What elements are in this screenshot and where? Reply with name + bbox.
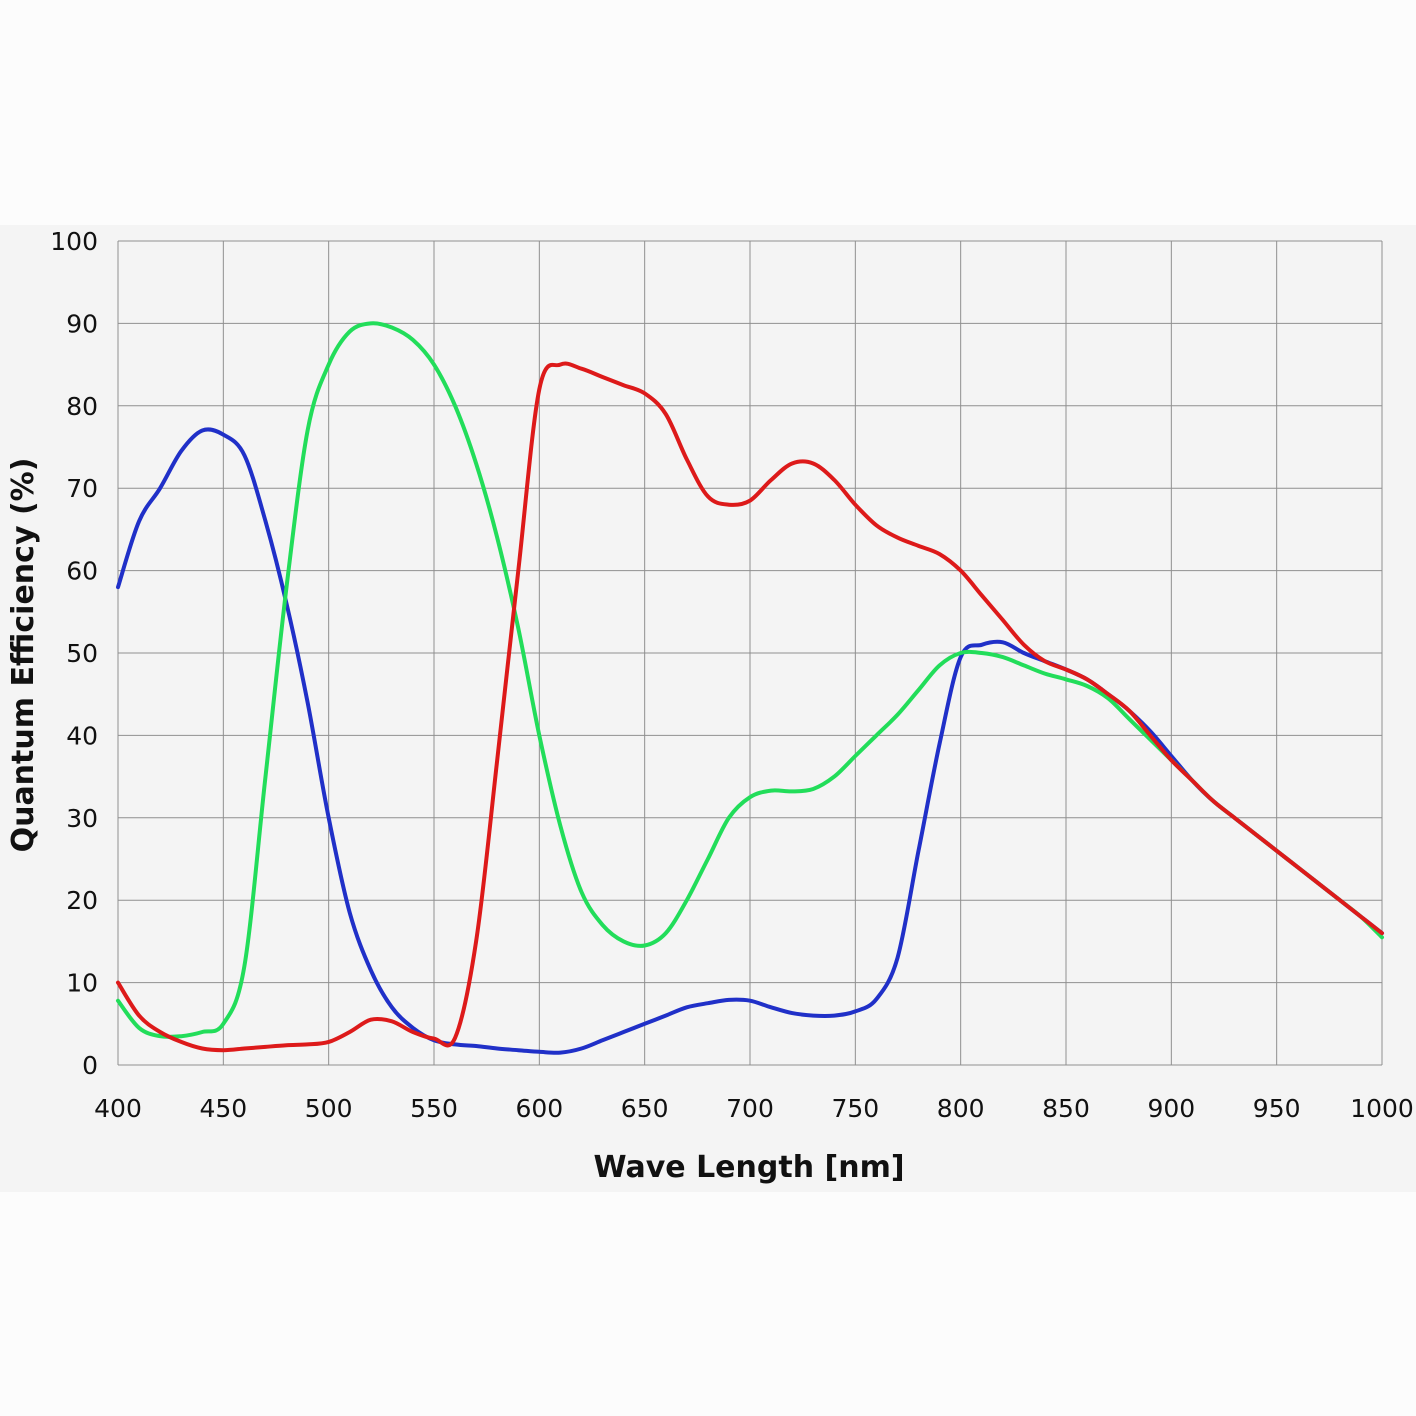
y-tick-label: 60 bbox=[66, 557, 98, 586]
x-tick-label: 600 bbox=[515, 1094, 563, 1123]
y-tick-label: 50 bbox=[66, 639, 98, 668]
x-tick-label: 500 bbox=[305, 1094, 353, 1123]
x-tick-label: 700 bbox=[726, 1094, 774, 1123]
x-tick-labels: 400 450 500 550 600 650 700 750 800 850 900 950 1000 bbox=[94, 1094, 1414, 1123]
x-tick-label: 1000 bbox=[1350, 1094, 1414, 1123]
chart-panel bbox=[0, 225, 1416, 1192]
x-tick-label: 400 bbox=[94, 1094, 142, 1123]
blue-series-line bbox=[116, 427, 1384, 1055]
series-group bbox=[116, 321, 1384, 1055]
x-tick-label: 750 bbox=[831, 1094, 879, 1123]
y-tick-label: 80 bbox=[66, 392, 98, 421]
x-tick-label: 850 bbox=[1042, 1094, 1090, 1123]
y-tick-label: 0 bbox=[82, 1051, 98, 1080]
y-tick-label: 100 bbox=[50, 227, 98, 256]
y-tick-labels: 0 10 20 30 40 50 60 70 80 90 100 bbox=[50, 227, 98, 1080]
y-tick-label: 40 bbox=[66, 721, 98, 750]
y-axis-title: Quantum Efficiency (%) bbox=[6, 458, 41, 853]
y-tick-label: 90 bbox=[66, 309, 98, 338]
x-tick-label: 550 bbox=[410, 1094, 458, 1123]
red-series-line bbox=[116, 361, 1384, 1053]
y-tick-label: 70 bbox=[66, 474, 98, 503]
y-tick-label: 30 bbox=[66, 804, 98, 833]
x-tick-label: 900 bbox=[1147, 1094, 1195, 1123]
grid bbox=[117, 240, 1383, 1066]
x-tick-label: 650 bbox=[621, 1094, 669, 1123]
y-tick-label: 10 bbox=[66, 969, 98, 998]
x-tick-label: 950 bbox=[1253, 1094, 1301, 1123]
y-tick-label: 20 bbox=[66, 886, 98, 915]
x-axis-title: Wave Length [nm] bbox=[593, 1150, 904, 1185]
x-tick-label: 450 bbox=[199, 1094, 247, 1123]
x-tick-label: 800 bbox=[937, 1094, 985, 1123]
